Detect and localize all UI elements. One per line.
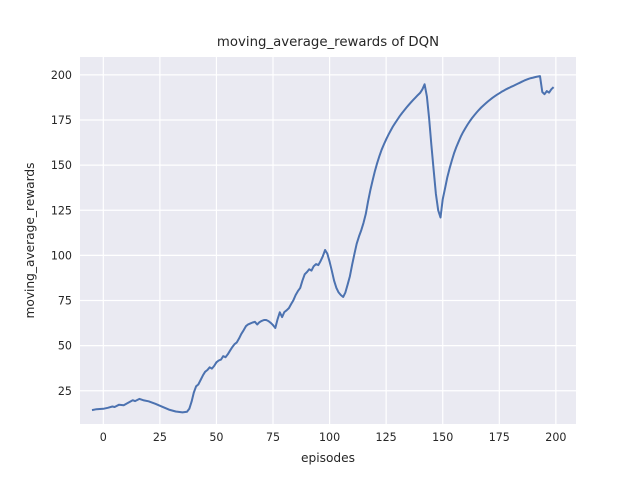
y-axis-label: moving_average_rewards	[23, 162, 37, 318]
x-tick-label: 75	[266, 431, 280, 444]
x-axis-label: episodes	[301, 451, 355, 465]
y-tick-label: 75	[58, 295, 72, 308]
x-tick-label: 200	[545, 431, 566, 444]
x-tick-label: 175	[489, 431, 510, 444]
x-tick-label: 50	[209, 431, 223, 444]
data-line-layer	[91, 75, 555, 414]
y-tick-labels: 25 50 75 100 125 150 175 200	[51, 69, 72, 398]
y-tick-label: 175	[51, 114, 72, 127]
x-tick-labels: 0 25 50 75 100 125 150 175 200	[100, 431, 567, 444]
x-tick-label: 125	[376, 431, 397, 444]
y-tick-label: 25	[58, 385, 72, 398]
plot-area	[80, 57, 576, 424]
chart-title: moving_average_rewards of DQN	[217, 35, 439, 50]
y-tick-label: 100	[51, 249, 72, 262]
x-tick-label: 150	[432, 431, 453, 444]
x-tick-label: 25	[153, 431, 167, 444]
x-tick-label: 100	[319, 431, 340, 444]
y-tick-label: 50	[58, 340, 72, 353]
y-tick-label: 125	[51, 204, 72, 217]
y-tick-label: 200	[51, 69, 72, 82]
data-line	[91, 75, 555, 414]
y-tick-label: 150	[51, 159, 72, 172]
x-tick-label: 0	[100, 431, 107, 444]
